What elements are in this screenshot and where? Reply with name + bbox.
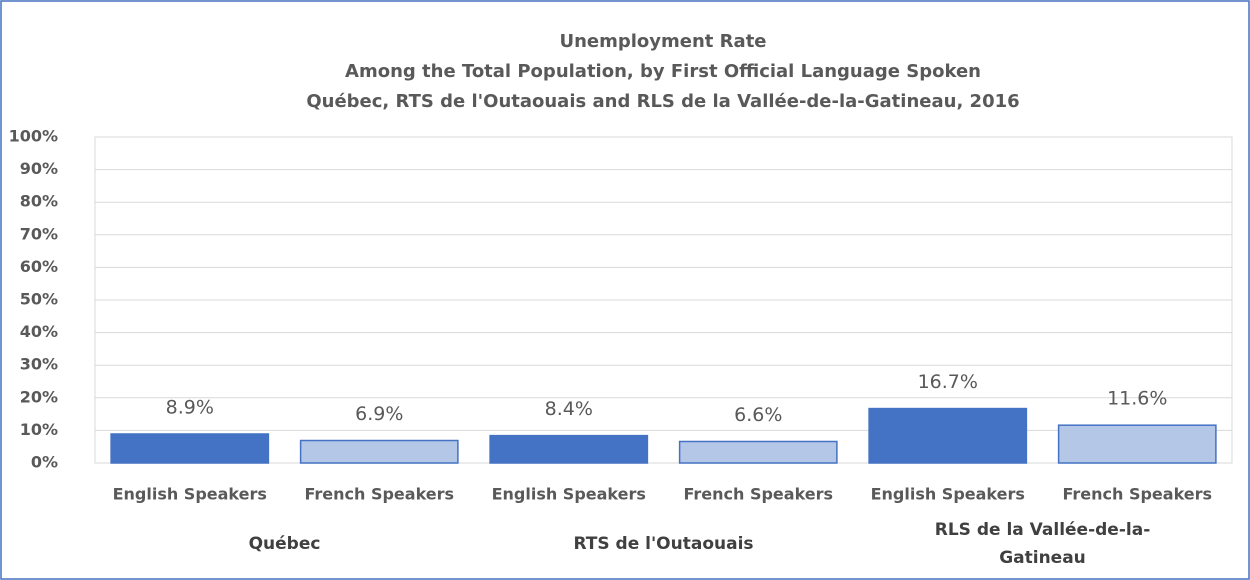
group-label: RTS de l'Outaouais	[573, 534, 754, 554]
bar	[489, 434, 649, 464]
x-tick-label: French Speakers	[1062, 485, 1212, 504]
bar	[868, 407, 1028, 464]
data-label: 6.9%	[355, 403, 403, 425]
y-tick-label: 50%	[20, 290, 58, 309]
x-tick-label: English Speakers	[113, 485, 267, 504]
bar	[299, 439, 459, 464]
x-tick-label: French Speakers	[683, 485, 833, 504]
chart-title: Unemployment Rate	[559, 31, 766, 52]
y-tick-label: 40%	[20, 322, 58, 341]
chart-subtitle: Québec, RTS de l'Outaouais and RLS de la…	[306, 91, 1019, 112]
group-label: Québec	[248, 534, 321, 554]
y-tick-label: 70%	[20, 224, 58, 243]
y-tick-label: 80%	[20, 192, 58, 211]
y-tick-label: 90%	[20, 159, 58, 178]
y-tick-label: 100%	[9, 127, 58, 146]
y-tick-label: 30%	[20, 355, 58, 374]
y-tick-label: 10%	[20, 420, 58, 439]
y-tick-label: 20%	[20, 387, 58, 406]
x-tick-label: English Speakers	[871, 485, 1025, 504]
x-tick-label: English Speakers	[492, 485, 646, 504]
data-label: 8.4%	[545, 398, 593, 420]
bar	[110, 433, 270, 464]
x-tick-label: French Speakers	[304, 485, 454, 504]
y-tick-label: 60%	[20, 257, 58, 276]
chart-subtitle: Among the Total Population, by First Off…	[345, 61, 981, 82]
plot-border	[94, 136, 1233, 464]
data-label: 6.6%	[734, 404, 782, 426]
group-label: RLS de la Vallée-de-la-Gatineau	[934, 520, 1151, 568]
data-label: 16.7%	[918, 371, 978, 393]
y-tick-label: 0%	[31, 453, 58, 472]
bar	[1057, 424, 1217, 464]
data-label: 8.9%	[166, 396, 214, 418]
bar	[678, 440, 838, 464]
data-label: 11.6%	[1107, 388, 1167, 410]
